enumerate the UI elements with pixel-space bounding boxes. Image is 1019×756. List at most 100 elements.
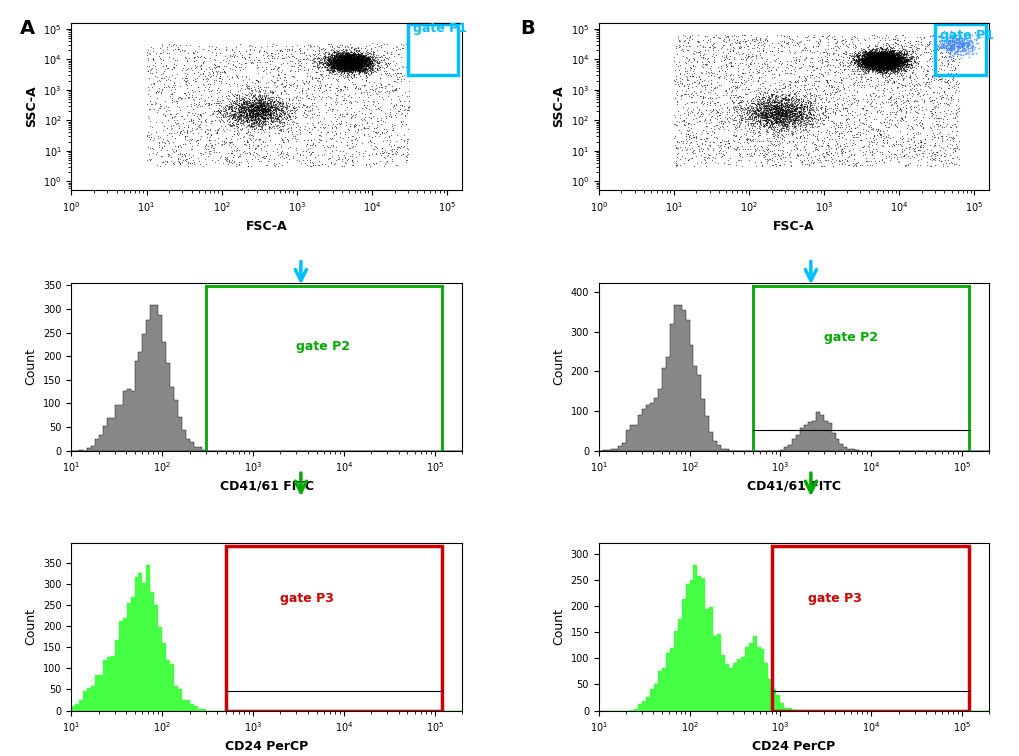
Point xyxy=(888,47,904,59)
Point xyxy=(920,147,936,159)
Point xyxy=(849,60,865,73)
Point xyxy=(329,56,345,68)
Point xyxy=(395,73,412,85)
Point xyxy=(891,52,907,64)
Point xyxy=(875,49,892,61)
Point xyxy=(897,51,913,63)
Point xyxy=(781,99,797,111)
Point xyxy=(874,57,891,69)
Point xyxy=(894,55,910,67)
Point xyxy=(873,53,890,65)
Point xyxy=(751,98,767,110)
Point xyxy=(344,60,361,73)
Point xyxy=(153,144,169,156)
Point xyxy=(762,111,779,123)
Point xyxy=(868,46,884,58)
Point xyxy=(335,57,352,69)
Point xyxy=(882,55,899,67)
Point xyxy=(315,58,331,70)
Point xyxy=(707,29,723,42)
Point xyxy=(775,119,792,132)
Point xyxy=(873,52,890,64)
Point xyxy=(767,90,784,102)
Point xyxy=(343,57,360,70)
Point xyxy=(332,62,348,74)
Point xyxy=(868,51,884,64)
Point xyxy=(864,122,880,134)
Point xyxy=(689,78,705,90)
Point xyxy=(868,52,884,64)
Point xyxy=(750,82,766,94)
Point xyxy=(802,113,818,125)
Point xyxy=(815,151,832,163)
Point xyxy=(356,53,372,65)
Point xyxy=(335,60,352,73)
Point xyxy=(343,60,360,72)
Point xyxy=(833,109,849,121)
Point xyxy=(886,56,902,68)
Point xyxy=(337,54,354,67)
Point xyxy=(350,54,366,67)
Point xyxy=(791,130,807,142)
Point xyxy=(880,46,897,58)
Point xyxy=(791,106,807,118)
Point xyxy=(876,50,893,62)
Point xyxy=(261,97,277,109)
Point xyxy=(357,61,373,73)
Point xyxy=(246,122,262,135)
Point xyxy=(950,33,966,45)
Point xyxy=(875,48,892,60)
Point xyxy=(888,62,904,74)
Point xyxy=(257,92,273,104)
Point xyxy=(338,55,355,67)
Point xyxy=(946,53,962,65)
Point xyxy=(773,102,790,114)
Point xyxy=(190,126,206,138)
Point xyxy=(874,54,891,67)
Point xyxy=(335,59,352,71)
Point xyxy=(339,54,356,67)
Point xyxy=(345,51,362,63)
Point xyxy=(769,111,786,123)
Point xyxy=(300,39,316,51)
Point xyxy=(341,51,358,63)
Point xyxy=(877,54,894,66)
Point xyxy=(875,59,892,71)
Point xyxy=(886,139,902,151)
Point xyxy=(763,109,780,121)
Point xyxy=(875,49,892,61)
Point xyxy=(712,142,729,154)
Point xyxy=(347,57,364,69)
Point xyxy=(230,108,247,120)
Point xyxy=(861,62,877,74)
Point xyxy=(339,63,356,75)
Point xyxy=(271,124,287,136)
Point xyxy=(881,53,898,65)
Point xyxy=(239,88,256,100)
Point xyxy=(773,107,790,119)
Point xyxy=(865,57,881,70)
Point xyxy=(345,51,362,63)
Point xyxy=(351,48,367,60)
Point xyxy=(285,104,302,116)
Point xyxy=(785,98,801,110)
Point xyxy=(326,50,342,62)
Point xyxy=(873,51,890,64)
Point xyxy=(874,67,891,79)
Point xyxy=(191,121,207,133)
Point xyxy=(888,57,904,70)
Point xyxy=(813,57,829,69)
Point xyxy=(880,57,897,69)
Point xyxy=(246,95,262,107)
Point xyxy=(874,64,891,76)
Point xyxy=(869,51,886,63)
Point xyxy=(734,112,750,124)
Point xyxy=(334,62,351,74)
Point xyxy=(332,57,348,70)
Point xyxy=(776,97,793,109)
Point xyxy=(855,54,871,66)
Point xyxy=(703,116,719,129)
Point xyxy=(771,111,788,123)
Point xyxy=(852,81,868,93)
Point xyxy=(769,107,786,119)
